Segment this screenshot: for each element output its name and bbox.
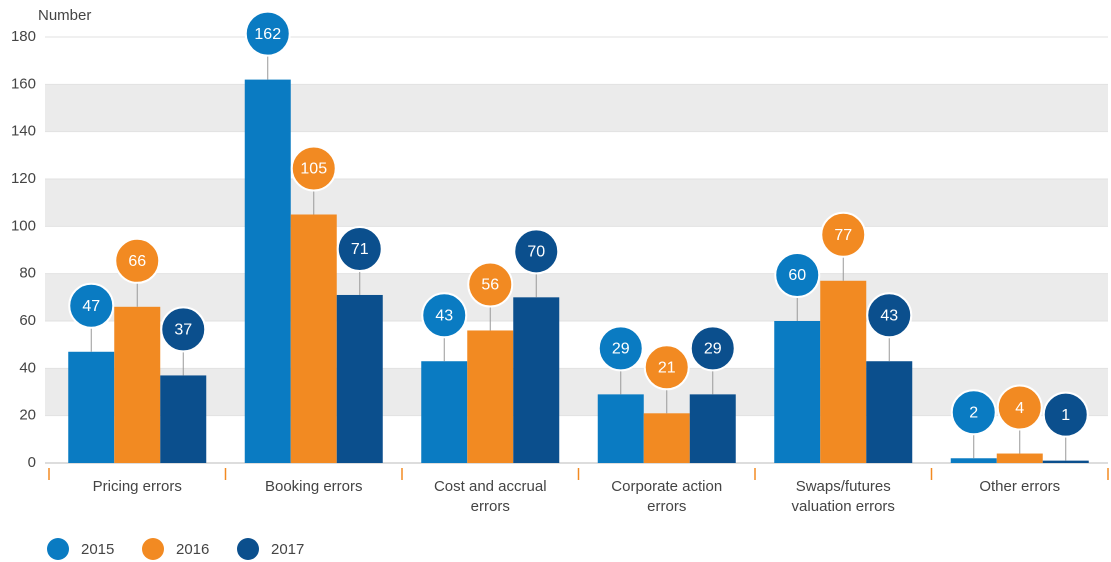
bar: [820, 280, 867, 463]
data-label: 77: [834, 227, 852, 244]
x-tick-label: Booking errors: [264, 478, 363, 495]
y-tick-label: 100: [11, 217, 36, 234]
data-label: 162: [254, 26, 281, 43]
bar: [244, 79, 291, 463]
y-tick-label: 0: [28, 454, 36, 471]
bar: [996, 453, 1043, 463]
grid-band: [45, 368, 1108, 416]
bar: [160, 375, 207, 463]
label-bubble: [774, 252, 821, 298]
bar: [689, 394, 736, 463]
data-label: 66: [128, 253, 146, 270]
data-label: 37: [174, 322, 192, 339]
bar: [290, 214, 337, 463]
label-bubble: [996, 384, 1043, 431]
y-tick-label: 120: [11, 170, 36, 187]
data-label: 43: [435, 307, 453, 324]
bar: [866, 361, 913, 463]
legend-label: 2016: [176, 541, 209, 558]
bar: [1042, 460, 1089, 463]
label-bubble: [820, 211, 867, 258]
label-bubble: [336, 225, 383, 272]
label-bubble: [421, 292, 468, 339]
bar: [597, 394, 644, 463]
bar: [421, 361, 468, 463]
label-bubble: [290, 145, 337, 192]
y-tick-label: 40: [19, 359, 36, 376]
legend-swatch: [47, 538, 69, 560]
bar: [513, 297, 560, 463]
label-bubble: [467, 261, 514, 308]
x-tick-label: Swaps/futures valuation errors: [791, 478, 895, 515]
grid-band: [45, 84, 1108, 132]
label-bubble: [597, 325, 644, 372]
label-bubble: [68, 282, 115, 329]
label-bubble: [643, 344, 690, 391]
bar: [68, 351, 115, 463]
data-label: 47: [82, 298, 100, 315]
data-label: 70: [527, 244, 545, 261]
label-bubble: [866, 292, 913, 339]
y-tick-label: 180: [11, 28, 36, 45]
label-bubble: [950, 389, 997, 436]
bar: [114, 306, 161, 463]
data-label: 1: [1061, 407, 1070, 424]
grid: [45, 84, 1108, 416]
grid-band: [45, 273, 1108, 321]
bar: [950, 458, 997, 463]
bar: [774, 321, 821, 463]
bar: [467, 330, 514, 463]
x-tick-label: Pricing errors: [92, 478, 182, 495]
legend-swatch: [142, 538, 164, 560]
y-axis-label: Number: [38, 7, 91, 24]
label-bubble: [1042, 391, 1089, 438]
data-label: 56: [481, 277, 499, 294]
grid-band: [45, 179, 1108, 227]
data-label: 4: [1015, 400, 1024, 417]
label-bubble: [513, 228, 560, 275]
label-bubble: [244, 10, 291, 57]
x-tick-label: Corporate action errors: [611, 478, 723, 515]
legend-label: 2015: [81, 541, 114, 558]
y-tick-label: 140: [11, 123, 36, 140]
x-tick-label: Other errors: [979, 478, 1061, 495]
data-label: 21: [658, 360, 676, 377]
y-tick-label: 20: [19, 407, 36, 424]
legend-swatch: [237, 538, 259, 560]
data-label: 71: [351, 241, 369, 258]
y-tick-label: 80: [19, 265, 36, 282]
data-label: 29: [704, 341, 722, 358]
label-bubble: [114, 237, 161, 284]
label-bubble: [689, 325, 736, 372]
data-label: 60: [788, 267, 806, 284]
data-label: 43: [880, 307, 898, 324]
bar: [336, 294, 383, 463]
y-tick-label: 160: [11, 75, 36, 92]
data-label: 2: [969, 404, 978, 421]
legend-label: 2017: [271, 541, 304, 558]
data-label: 105: [300, 161, 327, 178]
y-tick-label: 60: [19, 312, 36, 329]
x-tick-label: Cost and accrual errors: [433, 478, 547, 515]
label-bubble: [160, 306, 207, 353]
data-label: 29: [612, 341, 630, 358]
bar: [643, 413, 690, 463]
